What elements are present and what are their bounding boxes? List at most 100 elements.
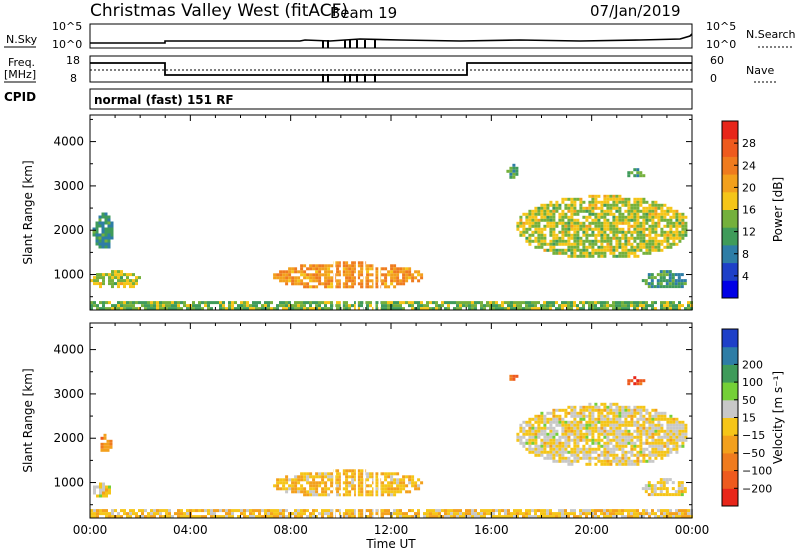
data-cell <box>441 509 444 513</box>
data-cell <box>399 279 403 283</box>
data-cell <box>351 282 355 286</box>
data-cell <box>135 307 138 311</box>
data-cell <box>384 490 388 494</box>
data-cell <box>642 239 646 243</box>
data-cell <box>645 438 649 442</box>
data-cell <box>597 230 601 234</box>
data-cell <box>579 242 583 246</box>
data-cell <box>92 230 96 234</box>
data-cell <box>561 444 565 448</box>
data-cell <box>543 447 547 451</box>
data-cell <box>576 450 580 454</box>
data-cell <box>612 307 615 311</box>
data-cell <box>582 447 586 451</box>
data-cell <box>396 490 400 494</box>
data-cell <box>360 469 364 473</box>
data-cell <box>297 301 300 305</box>
data-cell <box>564 206 568 210</box>
data-cell <box>101 224 105 228</box>
data-cell <box>345 478 349 482</box>
data-cell <box>639 459 643 463</box>
data-cell <box>570 438 574 442</box>
data-cell <box>659 285 663 289</box>
data-cell <box>588 453 592 457</box>
data-cell <box>297 490 301 494</box>
data-cell <box>255 515 258 519</box>
data-cell <box>225 307 228 311</box>
data-cell <box>132 273 135 277</box>
data-cell <box>252 304 255 308</box>
data-cell <box>546 444 550 448</box>
data-cell <box>132 301 135 305</box>
data-cell <box>609 224 613 228</box>
data-cell <box>657 212 661 216</box>
data-cell <box>588 194 592 198</box>
data-cell <box>585 245 589 249</box>
data-cell <box>681 233 685 237</box>
data-cell <box>564 429 568 433</box>
data-cell <box>573 209 577 213</box>
data-cell <box>621 242 625 246</box>
data-cell <box>447 301 450 305</box>
data-cell <box>552 230 556 234</box>
data-cell <box>534 429 538 433</box>
data-cell <box>552 444 556 448</box>
data-cell <box>591 218 595 222</box>
data-cell <box>114 304 117 308</box>
data-cell <box>600 444 604 448</box>
data-cell <box>644 484 648 488</box>
data-cell <box>573 509 576 513</box>
data-cell <box>564 450 568 454</box>
data-cell <box>480 304 483 308</box>
data-cell <box>534 239 538 243</box>
data-cell <box>153 307 156 311</box>
data-cell <box>107 245 111 249</box>
data-cell <box>318 279 322 283</box>
data-cell <box>561 301 564 305</box>
data-cell <box>558 450 562 454</box>
data-cell <box>621 453 625 457</box>
data-cell <box>354 509 357 513</box>
data-cell <box>354 304 357 308</box>
data-cell <box>336 301 339 305</box>
data-cell <box>504 301 507 305</box>
data-cell <box>546 209 550 213</box>
data-cell <box>354 493 358 497</box>
data-cell <box>534 227 538 231</box>
data-cell <box>609 206 613 210</box>
data-cell <box>534 206 538 210</box>
data-cell <box>345 512 348 516</box>
data-cell <box>648 248 652 252</box>
data-cell <box>546 450 550 454</box>
data-cell <box>294 282 298 286</box>
data-cell <box>621 307 624 311</box>
data-cell <box>633 441 637 445</box>
data-cell <box>429 509 432 513</box>
data-cell <box>672 441 676 445</box>
data-cell <box>108 512 111 516</box>
data-cell <box>564 441 568 445</box>
data-cell <box>516 304 519 308</box>
data-cell <box>396 301 399 305</box>
data-cell <box>104 233 108 237</box>
data-cell <box>258 515 261 519</box>
data-cell <box>609 194 613 198</box>
colorbar-segment <box>722 227 738 246</box>
data-cell <box>393 509 396 513</box>
data-cell <box>104 227 108 231</box>
data-cell <box>555 248 559 252</box>
data-cell <box>402 282 406 286</box>
data-cell <box>528 429 532 433</box>
data-cell <box>189 509 192 513</box>
data-cell <box>438 515 441 519</box>
data-cell <box>516 221 520 225</box>
data-cell <box>684 435 688 439</box>
data-cell <box>591 515 594 519</box>
data-cell <box>666 417 670 421</box>
data-cell <box>336 285 340 289</box>
data-cell <box>486 301 489 305</box>
data-cell <box>594 438 598 442</box>
data-cell <box>663 215 667 219</box>
data-cell <box>291 478 295 482</box>
data-cell <box>564 304 567 308</box>
